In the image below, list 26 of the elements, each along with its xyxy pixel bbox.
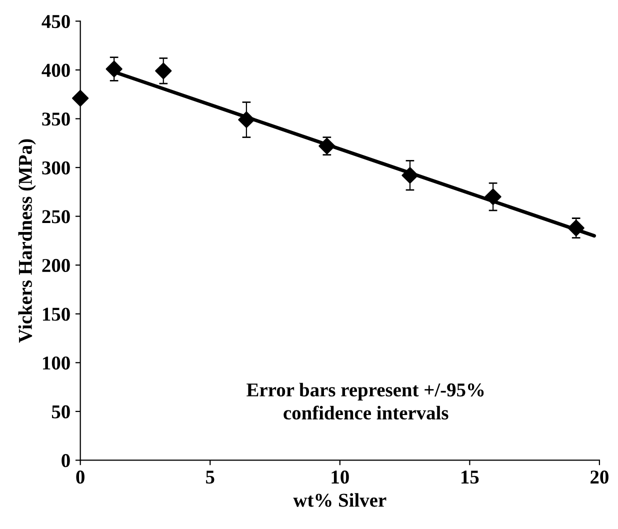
point xyxy=(402,167,418,184)
y-tick-label: 0 xyxy=(62,454,70,468)
x-tick-label: 20 xyxy=(590,470,608,484)
point xyxy=(238,111,255,128)
y-tick-label: 350 xyxy=(42,112,70,126)
y-tick-label: 400 xyxy=(42,64,70,77)
x-tick-label: 10 xyxy=(332,470,349,484)
y-tick-label: 50 xyxy=(52,405,70,418)
x-tick-label: 5 xyxy=(206,470,214,484)
point xyxy=(72,90,89,107)
y-axis-title: Vickers Hardness (MPa) xyxy=(18,139,36,343)
x-axis-title: wt% Silver xyxy=(293,493,386,507)
point xyxy=(155,62,172,80)
y-tick-label: 150 xyxy=(43,308,70,321)
point xyxy=(568,220,584,236)
annotation: Error bars represent +/-95% confidence intervals xyxy=(246,382,484,420)
y-tick-label: 300 xyxy=(42,161,70,174)
point xyxy=(484,188,502,206)
x-tick-label: 15 xyxy=(462,470,479,484)
point xyxy=(318,138,336,154)
x-tick-label: 0 xyxy=(76,470,84,484)
y-tick-label: 450 xyxy=(42,14,70,28)
y-tick-label: 250 xyxy=(42,210,70,224)
y-tick-label: 200 xyxy=(42,258,70,272)
y-tick-label: 100 xyxy=(43,356,70,370)
point xyxy=(106,60,122,78)
